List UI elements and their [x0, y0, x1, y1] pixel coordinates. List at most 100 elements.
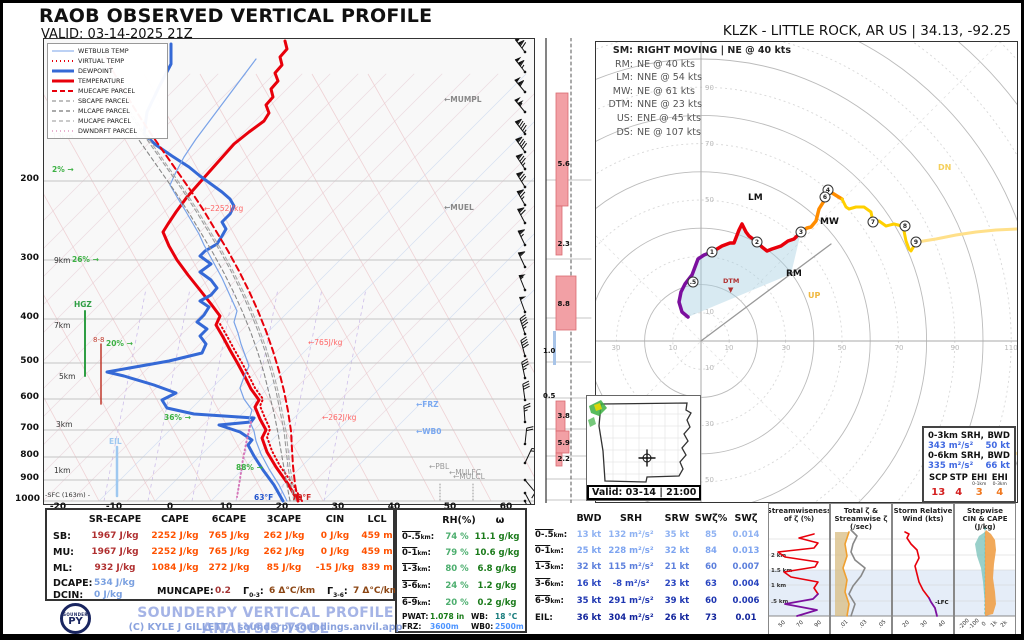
storm-motion-row: US: ENE @ 45 kts: [616, 112, 701, 124]
legend-label: SBCAPE PARCEL: [78, 97, 130, 105]
panel-xtick: .01: [839, 619, 849, 629]
wind-barb: [517, 251, 527, 269]
lapse-bar-value: 2.2: [558, 455, 571, 463]
dry-adiabat: [367, 73, 534, 373]
wind-barb: [515, 136, 528, 154]
moisture-table: RH(%) ω 0-.5km: 74 % 11.1 g/kg 0-1km: 79 % 10.6…: [395, 508, 527, 633]
ring-label: 90: [951, 344, 960, 352]
pressure-tick: 200: [20, 174, 39, 184]
index-sub: 0-3km: [992, 482, 1007, 487]
lapse-bar: [555, 430, 570, 454]
thermo-col-header: SR-ECAPE: [88, 514, 142, 525]
ring-label: 30: [612, 344, 621, 352]
isotherm-line: [44, 73, 191, 221]
storm-motion-row: LM: NNE @ 54 kts: [616, 72, 703, 84]
index-name: EHI: [991, 473, 1008, 483]
srw-purple: [928, 597, 938, 617]
ring-label: 50: [838, 344, 847, 352]
wind-barb: [523, 448, 534, 465]
index-name: SCP: [928, 473, 948, 483]
thermo-table: SR-ECAPE CAPE 6CAPE 3CAPE CIN LCL SB: 1967 J/kg…: [45, 508, 399, 601]
legend-label: MLCAPE PARCEL: [78, 107, 130, 115]
temperature-tick: 60: [499, 502, 513, 512]
hodo-label-DTM: DTM: [723, 277, 739, 285]
wb0-value: 2500m: [495, 622, 524, 631]
streamwiseness-red: [777, 533, 819, 595]
height-marker: [795, 226, 807, 238]
lapse-bar: [555, 275, 577, 331]
ring-label: 30: [782, 344, 791, 352]
station-info: KLZK - LITTLE ROCK, AR US | 34.13, -92.2…: [722, 23, 1011, 39]
ring-label: 90: [705, 84, 714, 92]
pressure-tick: 1000: [15, 494, 41, 504]
panel-xtick: 40: [938, 619, 948, 629]
lapse-bar: [555, 92, 569, 207]
panel-ylabel: 1 km: [771, 583, 786, 589]
hodo-label-RM: RM: [786, 269, 802, 279]
special-label: HGZ: [74, 300, 92, 309]
dry-adiabat: [44, 294, 156, 502]
legend-item: VIRTUAL TEMP: [51, 56, 164, 66]
wind-barb: [520, 336, 529, 358]
rh-label: 2% →: [52, 165, 74, 174]
wb-label: WB:: [471, 612, 488, 621]
map-valid-caption: Valid: 03-14 | 21:00: [587, 485, 702, 500]
thermo-value: 765 J/kg: [208, 531, 250, 541]
panel-xtick: -100: [968, 617, 981, 630]
bottom-bar: [3, 634, 1021, 637]
legend-item: MUCAPE PARCEL: [51, 116, 164, 126]
lapse-bar-value: 5.9: [558, 439, 571, 447]
moist-row-label: 1-3km:: [402, 564, 431, 574]
level-marker-label: ←WB0: [416, 427, 442, 436]
legend-item: TEMPERATURE: [51, 76, 164, 86]
wind-barb: [516, 189, 527, 207]
dry-adiabat: [143, 73, 380, 502]
stepwise-cin: [975, 532, 985, 604]
kin-value: 0.004: [732, 579, 760, 589]
lapse-bars-strip: 5.6 2.3 8.8 3.8 5.9 2.2 1.0 0.5: [543, 38, 592, 503]
special-label: 70°F: [292, 493, 311, 502]
ring-label: 50: [705, 476, 714, 484]
isotherm-line: [44, 73, 387, 417]
panel-title: (J/kg): [974, 523, 995, 531]
ring-label: 50: [705, 196, 714, 204]
frz-value: 3600m: [430, 622, 459, 631]
wind-barb: [519, 314, 529, 336]
special-label: EIL: [109, 437, 122, 446]
isotherm-line: [44, 73, 331, 361]
strip-side-label: 0.5: [543, 392, 556, 400]
kin-value: 132 m²/s²: [608, 530, 654, 540]
hodo-label-LM: LM: [748, 193, 763, 203]
special-label: 63°F: [254, 493, 273, 502]
footer-credit: (C) KYLE J GILLETT | sounderpysoundings.…: [128, 622, 403, 633]
srh-0-6-label: 0-6km SRH,: [928, 451, 984, 461]
rh-label: 36% →: [164, 413, 191, 422]
rh-label: 88% →: [236, 463, 263, 472]
height-marker-label: 8: [903, 223, 907, 230]
dwndrft-parcel: [236, 421, 252, 498]
legend-item: MUECAPE PARCEL: [51, 86, 164, 96]
panel-title: (/sec): [850, 523, 872, 531]
rh-label: 26% →: [72, 255, 99, 264]
height-marker: [751, 236, 763, 248]
dry-adiabat: [87, 73, 324, 502]
kin-col-header: SRW: [664, 513, 690, 524]
legend: WETBULB TEMP VIRTUAL TEMP DEWPOINT TEMPERAT…: [47, 43, 168, 139]
moist-row-label: 0-1km:: [402, 548, 431, 558]
isotherm-line: [44, 73, 359, 389]
panel-xtick: 0: [981, 621, 988, 628]
index-sub: 0-1km: [972, 482, 987, 487]
ring-label: 10: [725, 344, 734, 352]
temperature-tick: 0: [166, 502, 174, 512]
thermo-value: 0 J/kg: [320, 547, 350, 557]
index-name: EHI: [971, 473, 988, 483]
ring-label: 70: [705, 140, 714, 148]
thermo-col-header: CIN: [325, 514, 345, 525]
kin-row-label: 6-9km:: [535, 596, 564, 606]
mixing-ratio-line: [323, 288, 367, 502]
kin-row-label: 1-3km:: [535, 562, 564, 572]
storm-motion-info: SM: RIGHT MOVING | NE @ 40 kts RM: NE @ 40 …: [599, 44, 791, 139]
